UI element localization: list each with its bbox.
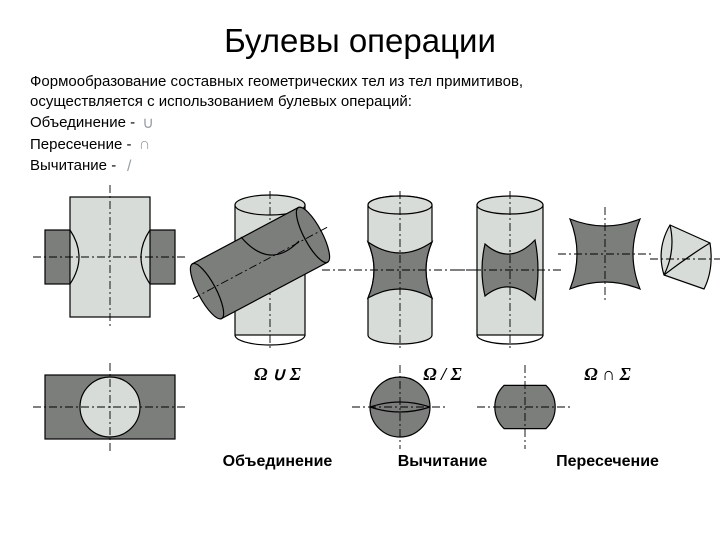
intersection-icon: ∩ [135, 134, 153, 156]
label-subtract: Вычитание [360, 453, 525, 471]
page-title: Булевы операции [0, 0, 720, 72]
op-intersection: Пересечение - ∩ [30, 134, 690, 156]
op-label: Вычитание - [30, 156, 116, 176]
formula-intersect: Ω ∩ Σ [525, 364, 690, 385]
intro-line: осуществляется с использованием булевых … [30, 92, 690, 112]
intro-line: Формообразование составных геометрически… [30, 72, 690, 92]
formula-union: Ω ∪ Σ [195, 364, 360, 385]
op-label: Объединение - [30, 113, 135, 133]
formula-row: Ω ∪ Σ Ω / Σ Ω ∩ Σ [0, 364, 720, 385]
label-union: Объединение [195, 453, 360, 471]
diagram-area: Ω ∪ Σ Ω / Σ Ω ∩ Σ Объединение Вычитание … [0, 177, 720, 477]
boolean-diagram [0, 177, 720, 477]
op-subtraction: Вычитание - / [30, 156, 690, 178]
intro-block: Формообразование составных геометрически… [0, 72, 720, 177]
label-row: Объединение Вычитание Пересечение [0, 453, 720, 471]
op-label: Пересечение - [30, 135, 131, 155]
formula-subtract: Ω / Σ [360, 364, 525, 385]
op-union: Объединение - ∪ [30, 113, 690, 135]
label-intersect: Пересечение [525, 453, 690, 471]
union-icon: ∪ [139, 113, 157, 135]
slash-icon: / [120, 156, 138, 178]
